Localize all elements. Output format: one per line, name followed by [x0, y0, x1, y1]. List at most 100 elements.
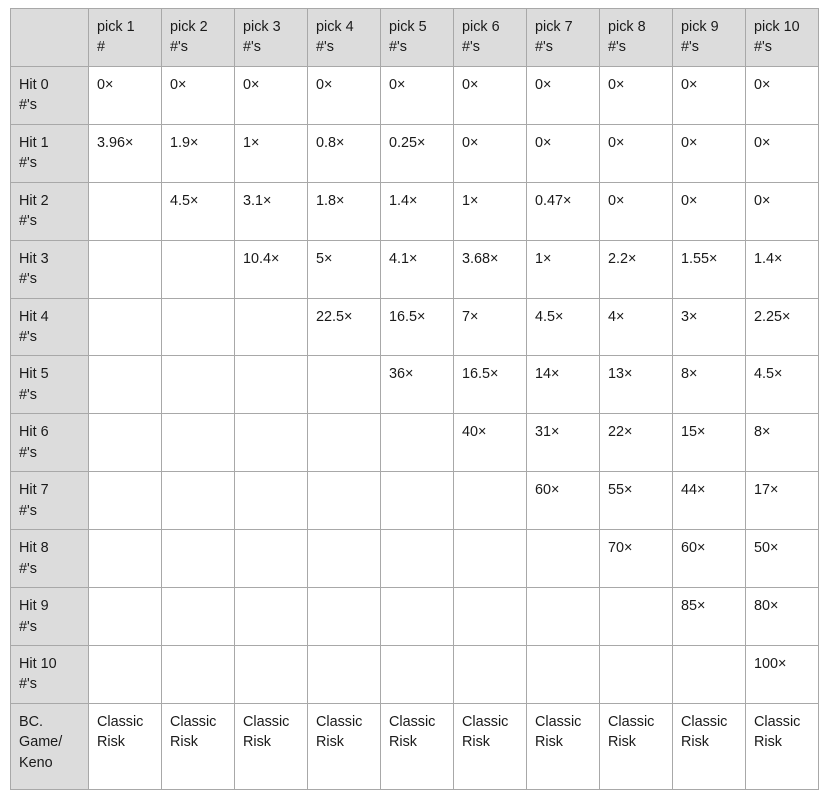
payout-value: 8× [754, 424, 771, 441]
payout-value: 0× [608, 76, 625, 93]
payout-cell: 8× [672, 355, 746, 415]
payout-cell [234, 471, 308, 531]
column-header-pick-5: pick 5 #'s [380, 8, 454, 67]
payout-value: 3× [681, 308, 698, 325]
payout-value: 0.47× [535, 192, 572, 209]
row-header-label: Hit 10 #'s [19, 655, 57, 693]
payout-value: 1.55× [681, 250, 718, 267]
payout-value: 0× [608, 192, 625, 209]
payout-value: 55× [608, 482, 633, 499]
row-header-hit-7: Hit 7 #'s [10, 471, 89, 531]
payout-value: 1.9× [170, 134, 199, 151]
risk-value: Classic Risk [389, 713, 436, 751]
column-header-pick-9: pick 9 #'s [672, 8, 746, 67]
payout-cell: 0× [234, 65, 308, 125]
row-header-hit-5: Hit 5 #'s [10, 355, 89, 415]
payout-value: 2.25× [754, 308, 791, 325]
payout-cell: 0× [599, 123, 673, 183]
column-header-label: pick 9 #'s [681, 19, 719, 56]
payout-cell: 85× [672, 587, 746, 646]
payout-cell: 1× [526, 239, 600, 299]
payout-cell [307, 355, 381, 415]
payout-cell [161, 471, 235, 531]
payout-value: 80× [754, 598, 779, 615]
payout-cell [161, 297, 235, 357]
payout-cell: 4.1× [380, 239, 454, 299]
column-header-label: pick 5 #'s [389, 19, 427, 56]
risk-value: Classic Risk [316, 713, 363, 751]
payout-value: 8× [681, 366, 698, 383]
payout-value: 31× [535, 424, 560, 441]
payout-cell: 15× [672, 413, 746, 473]
payout-cell: 0× [307, 65, 381, 125]
row-header-hit-10: Hit 10 #'s [10, 644, 89, 704]
payout-cell [161, 355, 235, 415]
payout-cell: 22× [599, 413, 673, 473]
column-header-label: pick 7 #'s [535, 19, 573, 56]
table-corner-cell [10, 8, 89, 67]
column-header-label: pick 10 #'s [754, 19, 800, 56]
payout-cell [234, 529, 308, 589]
payout-cell [88, 239, 162, 299]
payout-value: 0× [535, 76, 552, 93]
payout-cell: 2.25× [745, 297, 819, 357]
payout-value: 70× [608, 540, 633, 557]
row-header-label: Hit 9 #'s [19, 598, 49, 635]
payout-value: 0× [316, 76, 333, 93]
payout-value: 4.1× [389, 250, 418, 267]
keno-payout-table: pick 1 # pick 2 #'s pick 3 #'s pick 4 #'s pi… [10, 8, 819, 790]
column-header-pick-4: pick 4 #'s [307, 8, 381, 67]
payout-cell: 13× [599, 355, 673, 415]
payout-cell [234, 355, 308, 415]
payout-value: 1× [462, 192, 479, 209]
table-body: Hit 0 #'s 0× 0× 0× 0× 0× 0× 0× 0× 0× 0× Hit 1 #'s 3.… [10, 65, 819, 790]
payout-cell: 2.2× [599, 239, 673, 299]
payout-cell [453, 587, 527, 646]
payout-cell [453, 471, 527, 531]
payout-cell [307, 529, 381, 589]
table-row: Hit 0 #'s 0× 0× 0× 0× 0× 0× 0× 0× 0× 0× [10, 65, 819, 125]
payout-cell [234, 413, 308, 473]
payout-cell: 60× [526, 471, 600, 531]
payout-value: 2.2× [608, 250, 637, 267]
payout-value: 44× [681, 482, 706, 499]
column-header-pick-10: pick 10 #'s [745, 8, 819, 67]
payout-cell: 1.8× [307, 181, 381, 241]
payout-value: 0× [462, 76, 479, 93]
payout-value: 15× [681, 424, 706, 441]
payout-cell: 3.68× [453, 239, 527, 299]
payout-cell [307, 587, 381, 646]
row-header-hit-6: Hit 6 #'s [10, 413, 89, 473]
table-row: Hit 2 #'s 4.5× 3.1× 1.8× 1.4× 1× 0.47× 0× 0× 0× [10, 181, 819, 241]
row-header-label: Hit 5 #'s [19, 366, 49, 403]
payout-value: 3.96× [97, 134, 134, 151]
payout-cell [161, 587, 235, 646]
payout-value: 0× [97, 76, 114, 93]
payout-cell: 0× [526, 123, 600, 183]
payout-cell: 4× [599, 297, 673, 357]
column-header-pick-7: pick 7 #'s [526, 8, 600, 67]
payout-cell: 0× [161, 65, 235, 125]
risk-value: Classic Risk [754, 713, 801, 751]
payout-cell: 60× [672, 529, 746, 589]
payout-value: 3.68× [462, 250, 499, 267]
risk-cell: Classic Risk [526, 702, 600, 790]
risk-value: Classic Risk [535, 713, 582, 751]
payout-value: 0× [754, 76, 771, 93]
payout-value: 13× [608, 366, 633, 383]
payout-cell [672, 644, 746, 704]
payout-cell [88, 529, 162, 589]
payout-cell: 16.5× [453, 355, 527, 415]
payout-cell [234, 297, 308, 357]
payout-value: 1.8× [316, 192, 345, 209]
payout-cell: 0× [599, 65, 673, 125]
column-header-pick-3: pick 3 #'s [234, 8, 308, 67]
row-header-hit-0: Hit 0 #'s [10, 65, 89, 125]
risk-value: Classic Risk [462, 713, 509, 751]
payout-value: 36× [389, 366, 414, 383]
payout-value: 0× [535, 134, 552, 151]
payout-cell [307, 644, 381, 704]
payout-value: 16.5× [389, 308, 426, 325]
payout-cell: 40× [453, 413, 527, 473]
